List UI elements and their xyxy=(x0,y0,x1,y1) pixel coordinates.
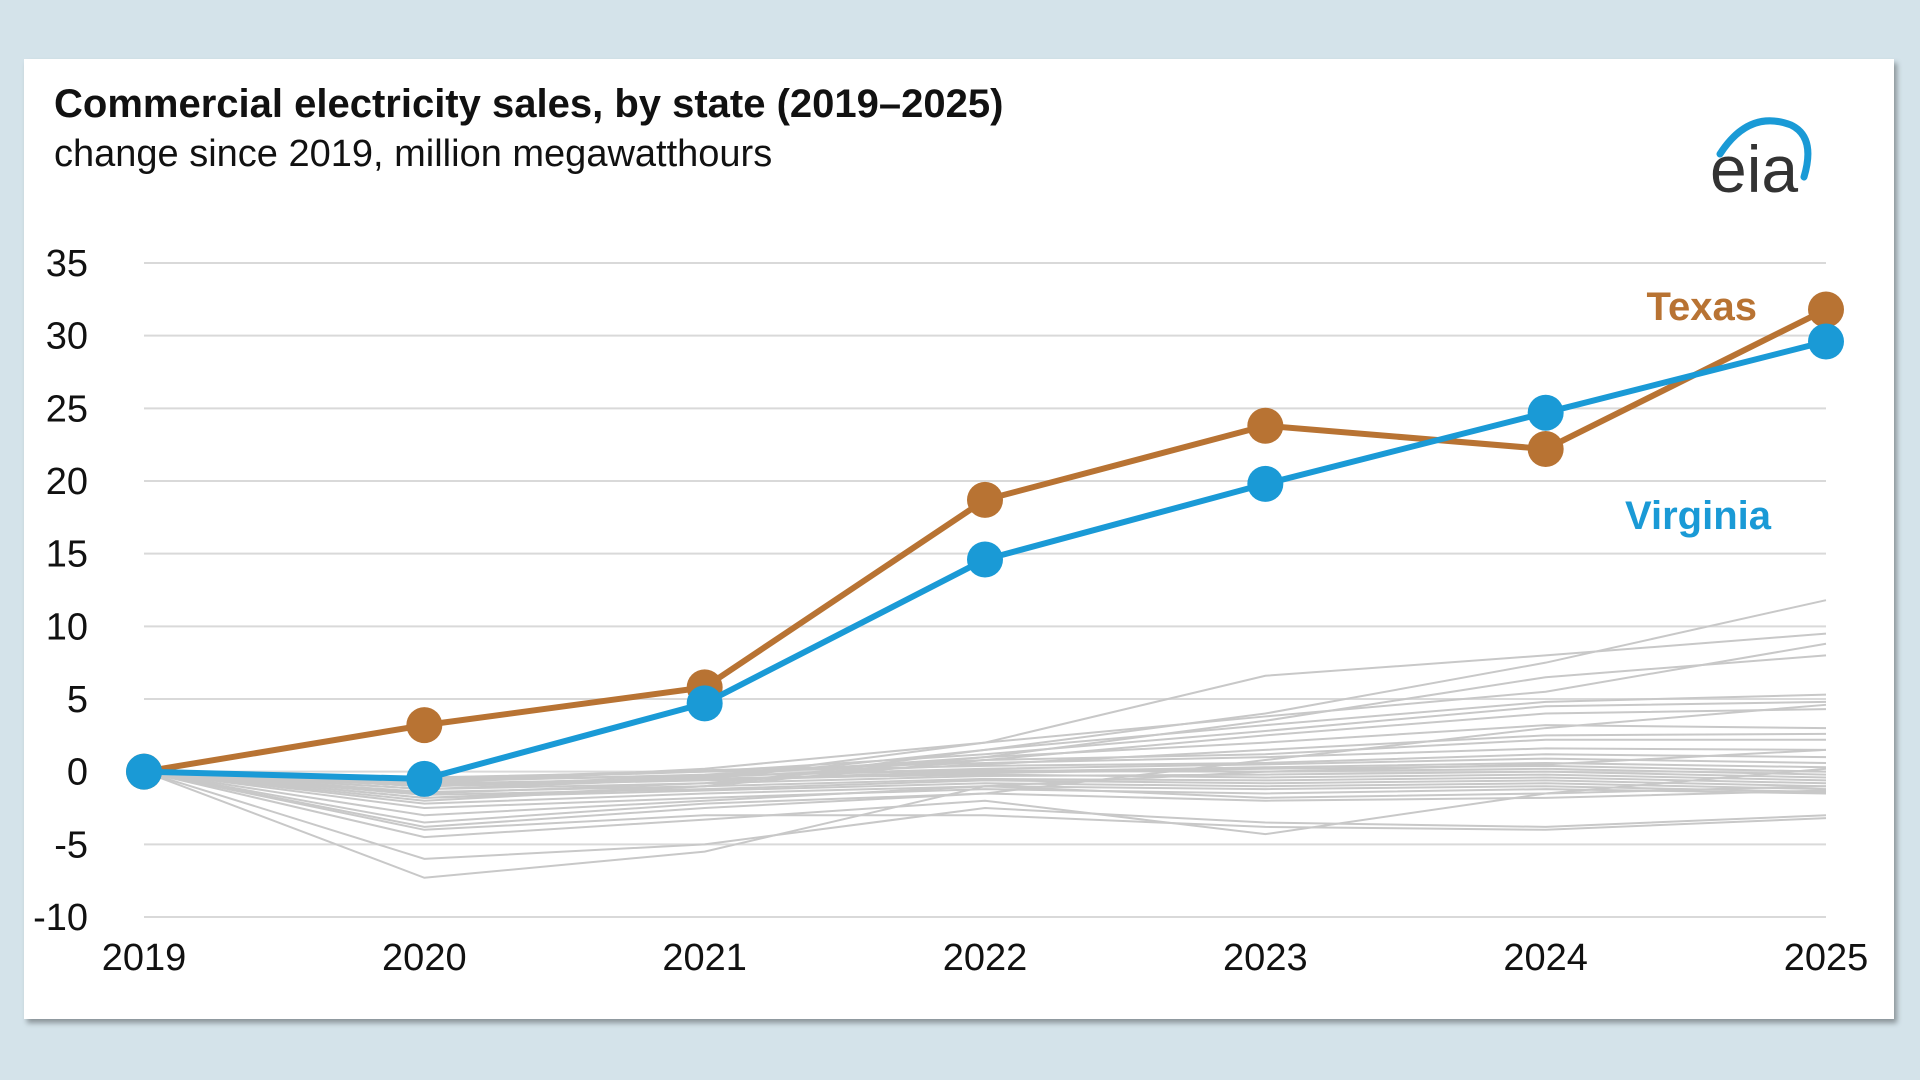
x-tick-label: 2022 xyxy=(943,937,1028,979)
texas-point xyxy=(967,481,1003,518)
texas-label: Texas xyxy=(1647,285,1757,329)
eia-logo-swoosh xyxy=(1716,117,1812,181)
other-states-lines xyxy=(143,599,1827,879)
eia-logo: eia xyxy=(1710,117,1812,206)
gridlines xyxy=(144,262,1826,918)
y-tick-label: 25 xyxy=(46,388,88,430)
chart-title: Commercial electricity sales, by state (… xyxy=(54,82,1003,126)
virginia-point xyxy=(1808,323,1844,360)
x-tick-label: 2024 xyxy=(1503,937,1588,979)
virginia-point xyxy=(686,685,723,722)
y-tick-label: -5 xyxy=(54,824,88,866)
highlighted-series xyxy=(126,291,1844,797)
other-state-line xyxy=(143,770,1827,831)
other-state-line xyxy=(143,767,1827,839)
y-tick-label: 35 xyxy=(46,243,88,285)
x-tick-label: 2023 xyxy=(1223,937,1308,979)
chart: Commercial electricity sales, by state (… xyxy=(33,82,1869,979)
x-axis-ticks: 2019 2020 2021 2022 2023 2024 2025 xyxy=(102,937,1869,979)
y-axis-ticks: 35 30 25 20 15 10 5 0 -5 -10 xyxy=(33,243,88,939)
texas-point xyxy=(1808,291,1844,328)
virginia-point xyxy=(967,541,1003,578)
y-tick-label: 20 xyxy=(46,461,88,503)
x-tick-label: 2019 xyxy=(102,937,187,979)
virginia-label: Virginia xyxy=(1625,494,1772,538)
virginia-point xyxy=(1247,465,1284,502)
virginia-point xyxy=(1527,394,1564,431)
other-state-line xyxy=(143,748,1827,879)
y-tick-label: 10 xyxy=(46,606,88,648)
y-tick-label: -10 xyxy=(33,897,88,939)
chart-subtitle: change since 2019, million megawatthours xyxy=(54,133,772,175)
other-state-line xyxy=(143,770,1827,860)
virginia-point xyxy=(126,753,162,790)
x-tick-label: 2021 xyxy=(662,937,747,979)
y-tick-label: 15 xyxy=(46,534,88,576)
texas-point xyxy=(406,707,443,744)
y-tick-label: 5 xyxy=(67,679,88,721)
x-tick-label: 2020 xyxy=(382,937,467,979)
chart-card: Commercial electricity sales, by state (… xyxy=(24,59,1894,1019)
texas-point xyxy=(1527,431,1564,468)
other-state-line xyxy=(143,703,1827,828)
other-state-line xyxy=(143,770,1827,810)
virginia-point xyxy=(406,760,443,797)
texas-point xyxy=(1247,407,1284,444)
texas-line xyxy=(143,306,1828,775)
x-tick-label: 2025 xyxy=(1784,937,1869,979)
series-labels: Texas Virginia xyxy=(1625,285,1772,538)
other-state-line xyxy=(143,770,1827,799)
y-tick-label: 0 xyxy=(67,752,88,794)
y-tick-label: 30 xyxy=(46,316,88,358)
eia-logo-text: eia xyxy=(1710,132,1798,206)
